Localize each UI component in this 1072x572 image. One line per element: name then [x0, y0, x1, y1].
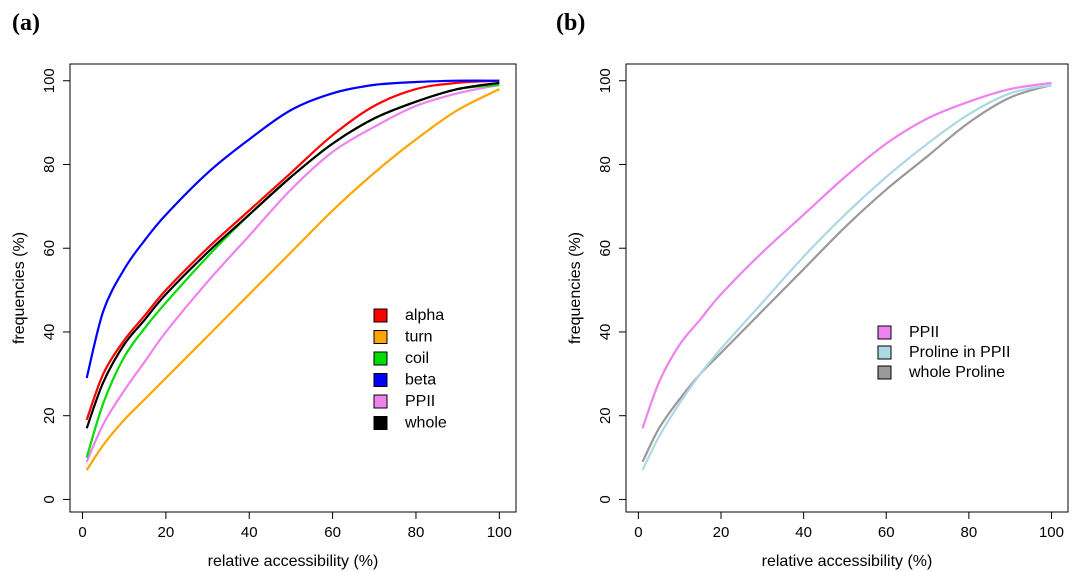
- x-tick-label: 100: [1039, 524, 1064, 541]
- x-tick-label: 0: [634, 524, 642, 541]
- chart-panel-b: 0 20 40 60 80 100 0 20 40 60 80 100 relative accessi…: [567, 63, 1069, 570]
- y-tick-label: 20: [41, 407, 58, 424]
- plot-frame: [625, 63, 1069, 513]
- x-axis-title: relative accessibility (%): [762, 553, 933, 570]
- y-axis-title: frequencies (%): [567, 232, 584, 344]
- series-line-beta: [85, 79, 500, 379]
- x-tick-label: 60: [324, 524, 341, 541]
- x-tick-label: 20: [713, 524, 730, 541]
- panel-label-b: (b): [556, 10, 586, 36]
- legend-swatch-beta: [373, 373, 388, 387]
- legend-swatch-ppii: [877, 325, 892, 340]
- legend-swatch-turn: [373, 330, 388, 344]
- series-line-whole: [85, 81, 500, 429]
- y-tick-label: 0: [597, 495, 614, 503]
- y-tick-label: 60: [41, 240, 58, 257]
- y-tick-label: 20: [597, 407, 614, 424]
- y-tick-label: 40: [597, 324, 614, 341]
- legend-swatch-proline-in-ppii: [877, 345, 892, 360]
- legend-label-proline-in-ppii: Proline in PPII: [909, 344, 1010, 361]
- x-tick-label: 40: [795, 524, 812, 541]
- series-line-alpha: [85, 79, 500, 421]
- legend-swatch-ppii: [373, 394, 388, 409]
- panel-label-a: (a): [12, 10, 40, 36]
- legend-swatch-coil: [373, 351, 388, 366]
- y-tick-label: 40: [41, 324, 58, 341]
- legend-label-coil: coil: [405, 350, 429, 367]
- series-line-ppii: [641, 81, 1052, 429]
- x-tick-label: 100: [487, 524, 512, 541]
- legend-label-beta: beta: [405, 372, 436, 389]
- x-tick-label: 60: [878, 524, 895, 541]
- y-tick-label: 80: [597, 156, 614, 173]
- x-axis-title: relative accessibility (%): [208, 553, 379, 570]
- legend-label-ppii: PPII: [909, 324, 939, 341]
- y-tick-label: 60: [597, 240, 614, 257]
- legend-label-turn: turn: [405, 329, 433, 346]
- x-tick-label: 80: [961, 524, 978, 541]
- y-tick-label: 0: [41, 495, 58, 503]
- series-line-whole-proline: [641, 83, 1052, 463]
- legend-swatch-whole: [373, 416, 388, 430]
- x-tick-label: 0: [78, 524, 86, 541]
- chart-panel-a: 0 20 40 60 80 100 0 20 40 60 80 100 relative accessi…: [11, 63, 517, 570]
- x-tick-label: 20: [158, 524, 175, 541]
- legend-label-alpha: alpha: [405, 307, 444, 324]
- legend-swatch-alpha: [373, 308, 388, 323]
- x-tick-label: 80: [408, 524, 425, 541]
- y-tick-label: 100: [41, 68, 58, 93]
- series-line-proline-in-ppii: [641, 83, 1052, 471]
- series-line-turn: [85, 88, 500, 471]
- plot-frame: [69, 63, 517, 513]
- legend-label-whole-proline: whole Proline: [908, 364, 1005, 381]
- series-line-coil: [85, 83, 500, 458]
- legend-swatch-whole-proline: [877, 365, 892, 380]
- legend-label-ppii: PPII: [405, 393, 435, 410]
- x-tick-label: 40: [241, 524, 258, 541]
- y-axis-title: frequencies (%): [11, 232, 28, 344]
- y-tick-label: 80: [41, 156, 58, 173]
- series-line-ppii: [85, 83, 500, 463]
- legend-label-whole: whole: [404, 415, 447, 432]
- y-tick-label: 100: [597, 68, 614, 93]
